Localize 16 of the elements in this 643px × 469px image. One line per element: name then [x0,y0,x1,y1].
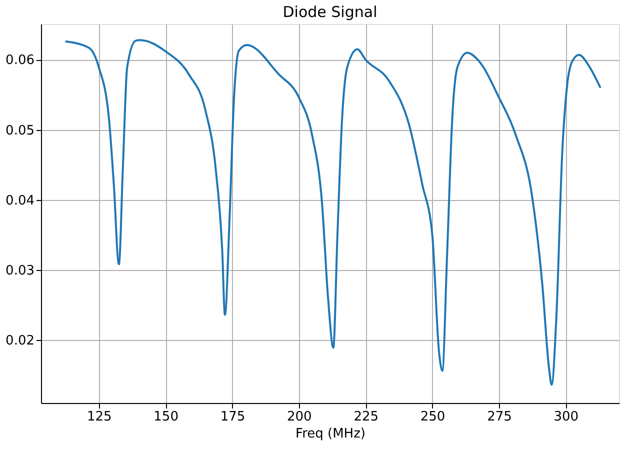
y-tick-label: 0.02 [6,333,34,348]
x-tick-label: 125 [86,410,112,424]
chart-title: Diode Signal [282,3,378,21]
y-tick-label: 0.04 [6,193,34,208]
x-tick-label: 225 [354,410,379,424]
line-series [65,39,602,386]
x-tick-label: 200 [287,410,312,424]
x-axis-title: Freq (MHz) [296,426,366,442]
x-tick-label: 175 [220,410,246,424]
x-tick-label: 150 [154,410,178,424]
y-tick-label: 0.06 [6,53,34,68]
x-tick-label: 275 [487,410,512,424]
x-tick-label: 300 [554,410,579,424]
y-tick-label: 0.05 [6,123,34,138]
y-tick-label: 0.03 [6,263,34,278]
x-tick-label: 250 [420,410,446,424]
